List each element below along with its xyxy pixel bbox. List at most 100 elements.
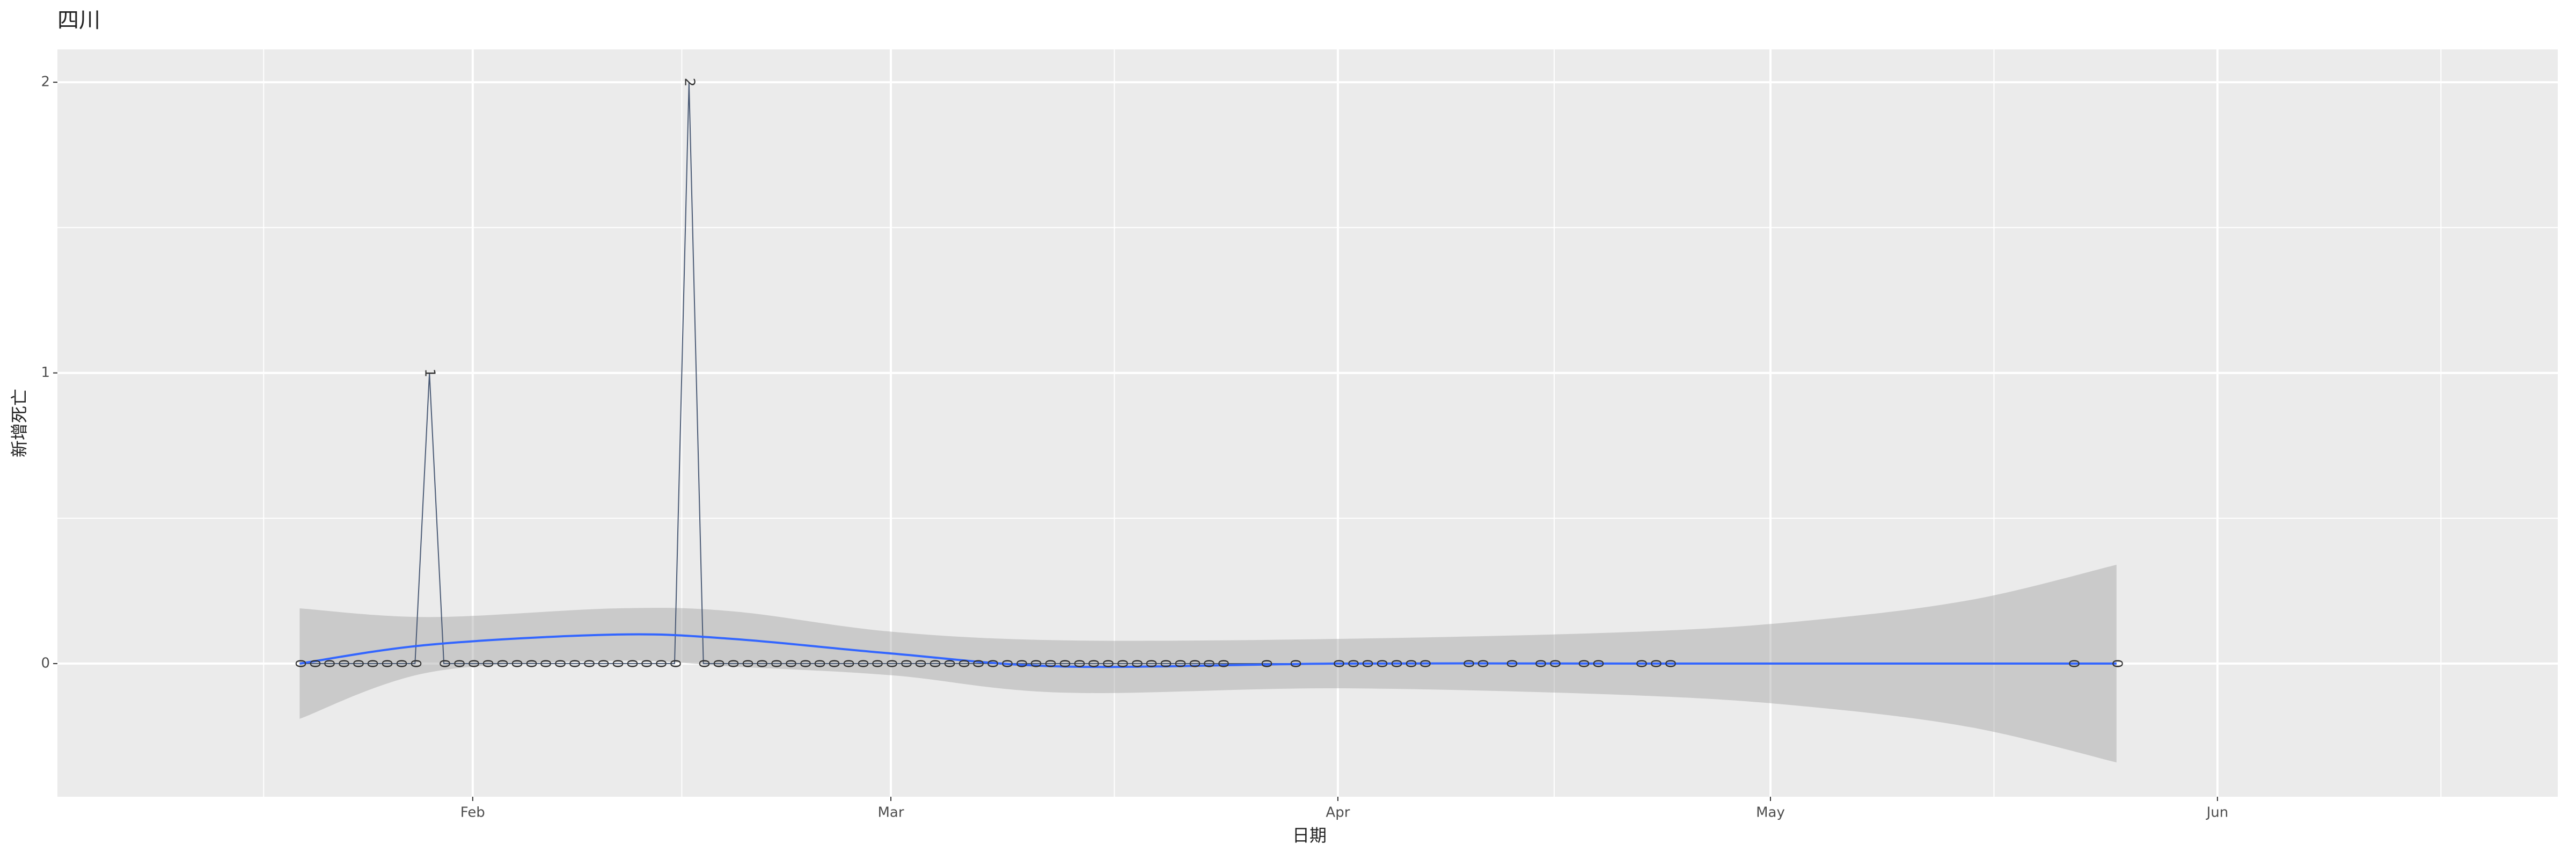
point-label: 0 [869, 659, 885, 668]
point-label: 0 [407, 659, 423, 668]
point-label: 0 [984, 659, 1000, 668]
point-label: 0 [638, 659, 654, 668]
point-label: 0 [436, 659, 452, 668]
point-label: 0 [1546, 659, 1562, 668]
point-label: 0 [393, 659, 409, 668]
point-label: 0 [768, 659, 784, 668]
point-label: 0 [566, 659, 582, 668]
point-label: 0 [1402, 659, 1418, 668]
point-label: 0 [494, 659, 510, 668]
point-label: 0 [465, 659, 481, 668]
point-label: 0 [1287, 659, 1303, 668]
point-label: 0 [653, 659, 669, 668]
point-label: 0 [508, 659, 524, 668]
plot-panel [57, 49, 2558, 797]
point-label: 0 [782, 659, 798, 668]
point-label: 0 [926, 659, 942, 668]
point-label: 0 [2066, 659, 2082, 668]
x-tick-label: Jun [2206, 805, 2229, 821]
point-label: 0 [1532, 659, 1548, 668]
point-label: 0 [753, 659, 770, 668]
point-label: 0 [1330, 659, 1346, 668]
y-tick-label: 0 [41, 656, 50, 672]
point-label: 0 [724, 659, 741, 668]
point-label: 0 [1359, 659, 1375, 668]
point-label: 0 [970, 659, 986, 668]
y-axis-title: 新增死亡 [9, 389, 30, 457]
point-label: 0 [1214, 659, 1231, 668]
point-label: 0 [595, 659, 611, 668]
point-label: 0 [1013, 659, 1029, 668]
point-label: 0 [796, 659, 813, 668]
point-label: 0 [624, 659, 640, 668]
point-label: 0 [349, 659, 365, 668]
point-label: 0 [912, 659, 928, 668]
point-label: 0 [854, 659, 870, 668]
point-label: 0 [1503, 659, 1519, 668]
point-label: 0 [580, 659, 596, 668]
chart-title: 四川 [57, 8, 100, 33]
point-label: 0 [1157, 659, 1173, 668]
point-label: 0 [1128, 659, 1144, 668]
point-label: 0 [1474, 659, 1490, 668]
point-label: 0 [609, 659, 625, 668]
point-label: 0 [2109, 659, 2125, 668]
point-label: 2 [681, 78, 697, 87]
point-label: 0 [1388, 659, 1404, 668]
point-label: 0 [1648, 659, 1664, 668]
point-label: 0 [811, 659, 827, 668]
x-axis-title: 日期 [1292, 825, 1327, 846]
point-label: 0 [537, 659, 553, 668]
point-label: 0 [1373, 659, 1389, 668]
smooth-line [299, 633, 2117, 668]
point-label: 0 [1201, 659, 1217, 668]
point-label: 1 [422, 368, 438, 377]
point-label: 0 [479, 659, 495, 668]
point-label: 0 [1662, 659, 1678, 668]
point-label: 0 [292, 659, 308, 668]
point-label: 0 [1114, 659, 1130, 668]
point-label: 0 [1085, 659, 1101, 668]
point-label: 0 [1027, 659, 1043, 668]
point-label: 0 [306, 659, 323, 668]
point-label: 0 [941, 659, 957, 668]
point-label: 0 [335, 659, 351, 668]
point-label: 0 [552, 659, 568, 668]
point-label: 0 [825, 659, 841, 668]
y-tick-label: 2 [41, 74, 50, 90]
point-label: 0 [378, 659, 394, 668]
point-label: 0 [1172, 659, 1188, 668]
point-label: 0 [1071, 659, 1087, 668]
y-tick-label: 1 [41, 365, 50, 381]
x-tick-label: Mar [877, 805, 904, 821]
point-label: 0 [1258, 659, 1274, 668]
x-tick-label: May [1756, 805, 1785, 821]
point-label: 0 [321, 659, 337, 668]
point-label: 0 [897, 659, 913, 668]
point-label: 0 [1633, 659, 1649, 668]
point-label: 0 [1186, 659, 1202, 668]
point-label: 0 [1590, 659, 1606, 668]
point-label: 0 [840, 659, 856, 668]
point-label: 0 [696, 659, 712, 668]
point-label: 0 [1344, 659, 1360, 668]
point-label: 0 [1056, 659, 1072, 668]
point-label: 0 [1575, 659, 1591, 668]
point-label: 0 [667, 659, 683, 668]
x-tick-label: Apr [1326, 805, 1350, 821]
point-label: 0 [450, 659, 466, 668]
point-label: 0 [998, 659, 1014, 668]
point-label: 0 [1042, 659, 1058, 668]
point-label: 0 [955, 659, 971, 668]
point-label: 0 [1100, 659, 1116, 668]
point-label: 0 [710, 659, 726, 668]
point-label: 0 [523, 659, 539, 668]
point-label: 0 [1143, 659, 1159, 668]
point-label: 0 [1460, 659, 1476, 668]
point-label: 0 [883, 659, 899, 668]
point-label: 0 [1417, 659, 1433, 668]
point-label: 0 [364, 659, 380, 668]
point-label: 0 [739, 659, 755, 668]
x-tick-label: Feb [460, 805, 485, 821]
